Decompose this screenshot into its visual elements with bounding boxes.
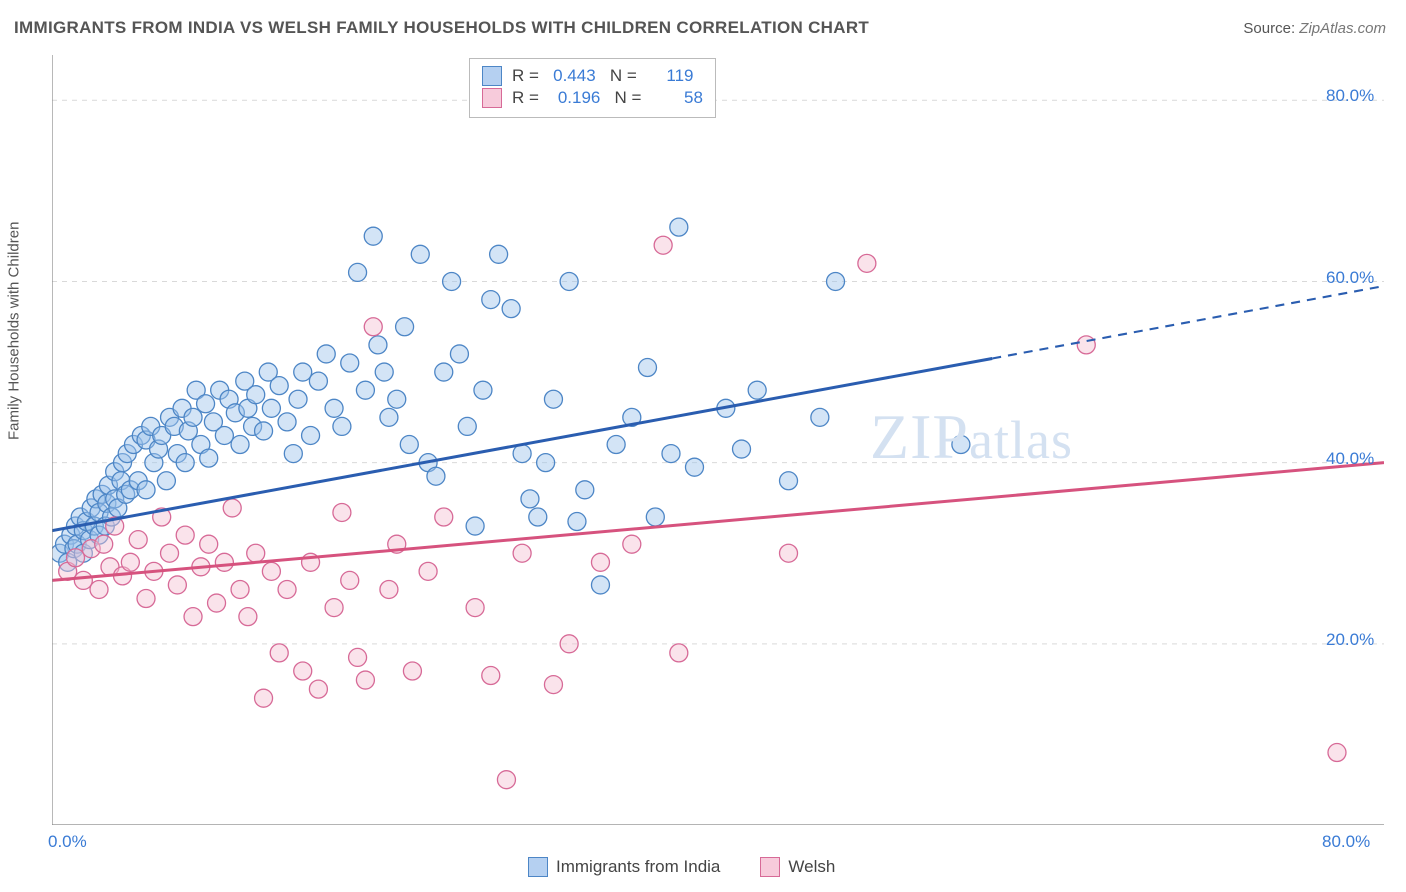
y-tick-label: 60.0% bbox=[1326, 268, 1374, 288]
swatch-icon bbox=[482, 88, 502, 108]
x-tick-label: 0.0% bbox=[48, 832, 87, 852]
swatch-icon bbox=[760, 857, 780, 877]
y-tick-label: 40.0% bbox=[1326, 449, 1374, 469]
watermark: ZIPatlas bbox=[870, 400, 1073, 474]
chart-title: IMMIGRANTS FROM INDIA VS WELSH FAMILY HO… bbox=[14, 18, 869, 38]
y-axis-label: Family Households with Children bbox=[6, 222, 23, 440]
y-tick-label: 80.0% bbox=[1326, 86, 1374, 106]
series-legend: Immigrants from India Welsh bbox=[528, 857, 835, 877]
stats-row-india: R = 0.443 N = 119 bbox=[482, 66, 703, 86]
legend-item-welsh: Welsh bbox=[760, 857, 835, 877]
swatch-icon bbox=[528, 857, 548, 877]
legend-item-india: Immigrants from India bbox=[528, 857, 720, 877]
x-tick-label: 80.0% bbox=[1322, 832, 1370, 852]
legend-label: Immigrants from India bbox=[556, 857, 720, 877]
scatter-chart bbox=[52, 55, 1384, 825]
source-credit: Source: ZipAtlas.com bbox=[1243, 20, 1386, 37]
stats-legend: R = 0.443 N = 119 R = 0.196 N = 58 bbox=[469, 58, 716, 118]
swatch-icon bbox=[482, 66, 502, 86]
y-tick-label: 20.0% bbox=[1326, 630, 1374, 650]
stats-row-welsh: R = 0.196 N = 58 bbox=[482, 88, 703, 108]
legend-label: Welsh bbox=[788, 857, 835, 877]
chart-svg bbox=[52, 55, 1384, 825]
